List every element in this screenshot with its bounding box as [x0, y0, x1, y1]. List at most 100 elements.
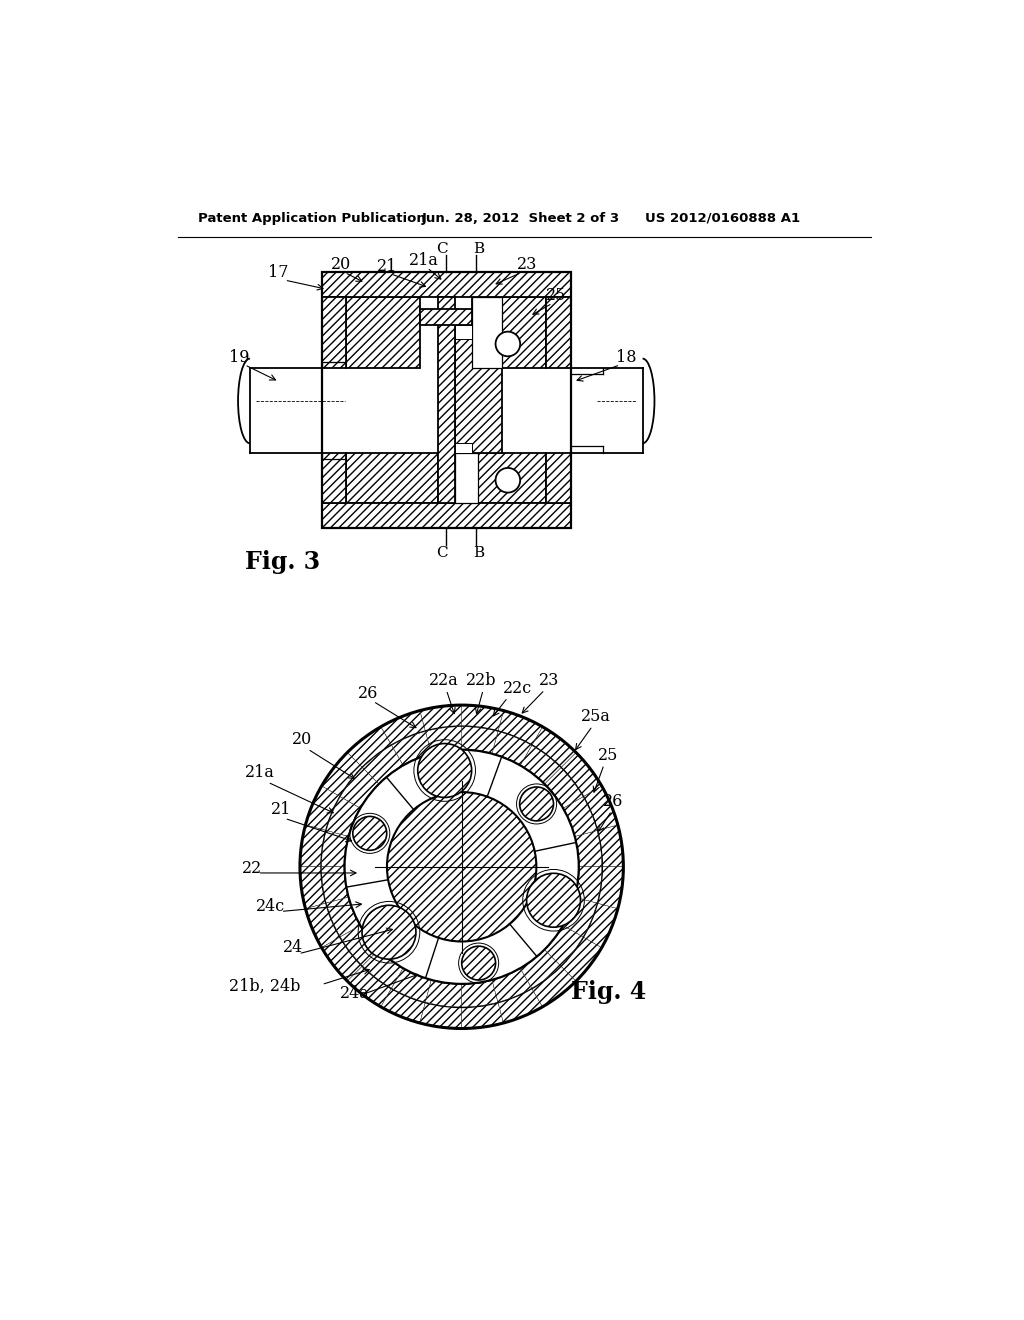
Text: B: B	[473, 243, 484, 256]
Circle shape	[362, 906, 416, 960]
Bar	[322, 272, 571, 297]
Text: 20: 20	[331, 256, 351, 273]
Wedge shape	[381, 710, 425, 746]
Wedge shape	[420, 705, 462, 731]
Wedge shape	[583, 903, 617, 948]
Text: 20: 20	[292, 731, 312, 748]
Text: 22b: 22b	[466, 672, 496, 689]
Bar	[322, 272, 571, 528]
Text: 19: 19	[229, 348, 250, 366]
Bar	[547, 297, 571, 368]
Wedge shape	[362, 949, 403, 989]
Wedge shape	[347, 727, 391, 768]
Text: B: B	[473, 545, 484, 560]
Text: 21b, 24b: 21b, 24b	[229, 978, 300, 995]
Circle shape	[322, 726, 602, 1007]
Text: 18: 18	[615, 348, 636, 366]
Circle shape	[353, 816, 387, 850]
Text: 24: 24	[283, 939, 303, 956]
Wedge shape	[300, 867, 327, 908]
Text: 24c: 24c	[256, 899, 286, 915]
Wedge shape	[462, 1002, 504, 1028]
Wedge shape	[597, 867, 624, 908]
Wedge shape	[327, 797, 360, 837]
Text: 22: 22	[243, 859, 262, 876]
Text: Jun. 28, 2012  Sheet 2 of 3: Jun. 28, 2012 Sheet 2 of 3	[422, 213, 620, 224]
Text: 21a: 21a	[245, 764, 274, 781]
Bar	[472, 297, 502, 368]
Wedge shape	[583, 785, 617, 830]
Bar	[478, 453, 547, 503]
Wedge shape	[563, 797, 597, 837]
Wedge shape	[340, 925, 379, 966]
Wedge shape	[425, 726, 462, 754]
Wedge shape	[305, 785, 340, 830]
Text: C: C	[436, 545, 447, 560]
Bar	[455, 326, 472, 339]
Circle shape	[418, 743, 472, 797]
Wedge shape	[462, 705, 504, 731]
Text: 25: 25	[547, 286, 566, 304]
Wedge shape	[322, 752, 362, 797]
Bar	[322, 503, 571, 528]
Text: Patent Application Publication: Patent Application Publication	[199, 213, 426, 224]
Wedge shape	[425, 979, 462, 1007]
Wedge shape	[420, 1002, 462, 1028]
Text: 23: 23	[539, 672, 559, 689]
Wedge shape	[340, 768, 379, 808]
Wedge shape	[347, 966, 391, 1007]
Bar	[455, 444, 472, 453]
Wedge shape	[492, 731, 531, 766]
Wedge shape	[327, 898, 360, 937]
Wedge shape	[545, 925, 583, 966]
Wedge shape	[574, 830, 602, 867]
Wedge shape	[597, 825, 624, 867]
Text: 21a: 21a	[410, 252, 439, 268]
Circle shape	[496, 331, 520, 356]
Wedge shape	[305, 903, 340, 948]
Circle shape	[345, 750, 579, 983]
Text: Fig. 4: Fig. 4	[571, 979, 646, 1003]
Circle shape	[387, 792, 537, 941]
Text: 23: 23	[517, 256, 538, 273]
Circle shape	[345, 750, 579, 983]
Wedge shape	[492, 968, 531, 1002]
Wedge shape	[545, 768, 583, 808]
Text: 25: 25	[598, 747, 618, 764]
Text: 21: 21	[377, 257, 397, 275]
Bar	[455, 326, 502, 453]
Text: 21: 21	[270, 800, 291, 817]
Bar	[455, 453, 478, 503]
Circle shape	[462, 946, 496, 979]
Wedge shape	[300, 825, 327, 867]
Wedge shape	[362, 746, 403, 784]
Text: 24a: 24a	[340, 985, 370, 1002]
Wedge shape	[381, 989, 425, 1023]
Wedge shape	[520, 949, 561, 989]
Circle shape	[496, 467, 520, 492]
Bar	[547, 453, 571, 503]
Text: C: C	[436, 243, 447, 256]
Bar	[438, 297, 455, 503]
Bar	[420, 309, 472, 326]
Circle shape	[526, 874, 581, 927]
Wedge shape	[322, 867, 348, 903]
Wedge shape	[498, 989, 543, 1023]
Wedge shape	[561, 752, 602, 797]
Text: 22a: 22a	[429, 672, 459, 689]
Wedge shape	[462, 979, 498, 1007]
Wedge shape	[561, 937, 602, 981]
Wedge shape	[520, 746, 561, 784]
Bar	[502, 297, 547, 368]
Text: 25a: 25a	[581, 708, 611, 725]
Wedge shape	[391, 968, 431, 1002]
Wedge shape	[498, 710, 543, 746]
Text: US 2012/0160888 A1: US 2012/0160888 A1	[645, 213, 800, 224]
Wedge shape	[322, 830, 348, 867]
Text: 26: 26	[357, 685, 378, 702]
Text: 26: 26	[602, 793, 623, 810]
Bar	[322, 297, 346, 368]
Wedge shape	[462, 726, 498, 754]
Bar	[322, 453, 346, 503]
Circle shape	[519, 787, 554, 821]
